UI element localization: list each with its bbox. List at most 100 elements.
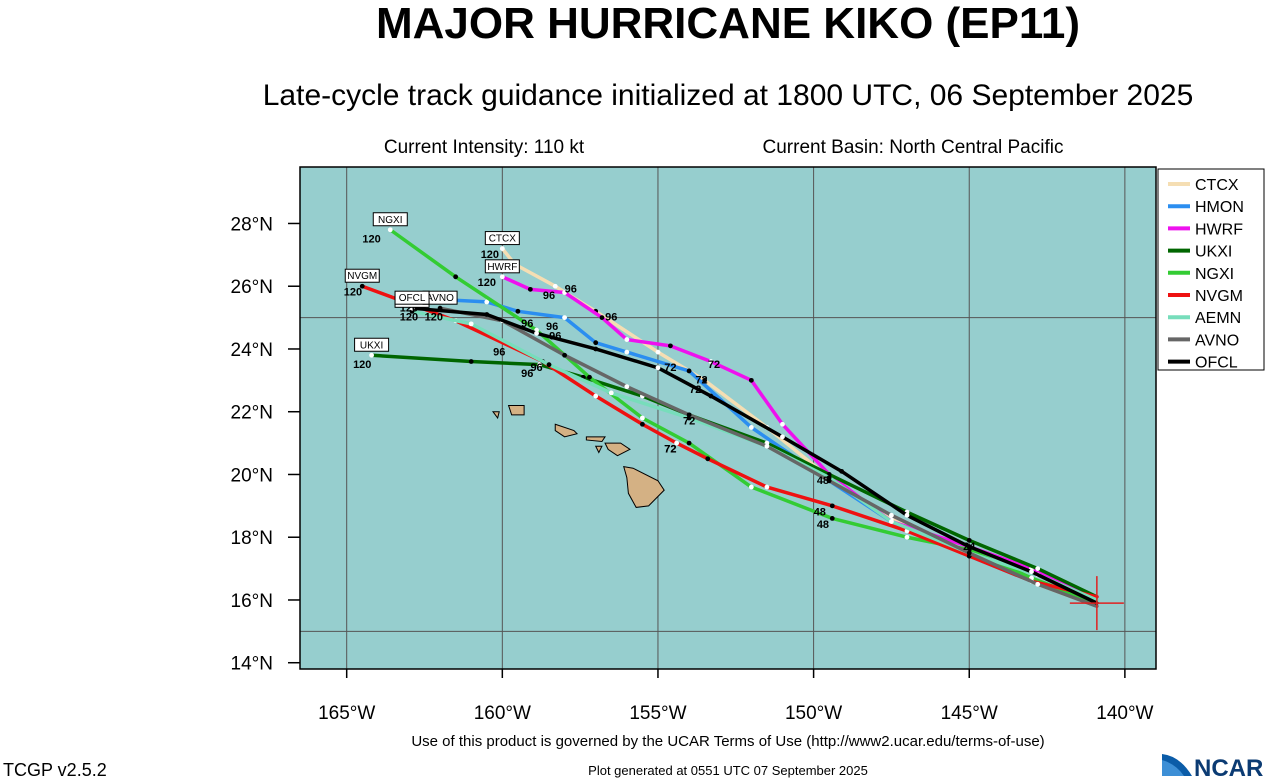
track-point bbox=[966, 550, 972, 556]
track-end-labels: CTCXHWRFUKXINGXINVGMAEMNAVNOOFCL bbox=[344, 212, 520, 352]
y-tick-label: 22°N bbox=[231, 403, 273, 424]
forecast-hour-label: 72 bbox=[695, 374, 707, 386]
ncar-logo-text: NCAR bbox=[1194, 755, 1263, 780]
track-point bbox=[453, 274, 459, 280]
end-label-hwrf: HWRF bbox=[487, 262, 517, 273]
track-point bbox=[468, 359, 474, 364]
track-point bbox=[655, 349, 661, 355]
forecast-hour-label: 24 bbox=[963, 541, 976, 553]
track-point bbox=[640, 421, 645, 427]
track-point bbox=[499, 274, 505, 280]
track-point bbox=[705, 456, 711, 462]
island bbox=[604, 442, 631, 457]
track-point bbox=[966, 544, 972, 550]
track-point bbox=[889, 519, 894, 524]
track-point bbox=[552, 283, 558, 289]
forecast-hour-label: 120 bbox=[478, 277, 496, 289]
legend-label-hmon: HMON bbox=[1195, 199, 1244, 216]
forecast-hour-label: 96 bbox=[546, 321, 558, 333]
track-point bbox=[829, 516, 835, 521]
track-point bbox=[593, 346, 599, 352]
track-point bbox=[748, 484, 754, 490]
ocean-background bbox=[300, 167, 1156, 669]
track-point bbox=[1035, 566, 1041, 571]
legend-label-ukxi: UKXI bbox=[1195, 244, 1232, 261]
forecast-hour-label: 120 bbox=[425, 312, 443, 324]
model-tracks bbox=[359, 227, 1099, 608]
legend-box bbox=[1157, 168, 1265, 371]
forecast-hour-label: 120 bbox=[362, 233, 380, 245]
track-point bbox=[668, 343, 673, 349]
forecast-hour-label: 72 bbox=[708, 359, 720, 371]
end-label-box bbox=[484, 259, 520, 274]
track-point bbox=[780, 434, 785, 440]
y-tick-label: 14°N bbox=[231, 654, 273, 675]
track-point bbox=[593, 393, 599, 399]
track-line-hwrf bbox=[500, 275, 1099, 599]
track-point bbox=[966, 537, 972, 543]
forecast-hour-label: 72 bbox=[664, 362, 676, 374]
track-point bbox=[764, 443, 770, 449]
track-point bbox=[562, 352, 567, 358]
track-point bbox=[593, 340, 599, 346]
island bbox=[491, 411, 500, 420]
forecast-hour-label: 96 bbox=[543, 290, 555, 302]
end-label-box bbox=[344, 268, 380, 283]
legend-label-avno: AVNO bbox=[1195, 332, 1239, 349]
y-tick-label: 26°N bbox=[231, 277, 273, 298]
forecast-hour-label: 120 bbox=[400, 312, 418, 324]
end-label-ofcl: OFCL bbox=[399, 293, 426, 304]
end-label-box bbox=[354, 337, 390, 352]
x-tick-label: 165°W bbox=[318, 703, 375, 724]
map-area: 120 96 72 96 72 120 96 120 96 72 120 96 72 48 120 96 72 4… bbox=[299, 166, 1157, 670]
x-axis: 165°W 160°W 155°W 150°W 145°W 140°W bbox=[318, 669, 1154, 724]
legend-label-ctcx: CTCX bbox=[1195, 177, 1239, 194]
forecast-hour-label: 96 bbox=[565, 284, 577, 296]
chart-title: MAJOR HURRICANE KIKO (EP11) bbox=[376, 0, 1080, 48]
forecast-hour-label: 96 bbox=[605, 312, 617, 324]
legend-label-ofcl: OFCL bbox=[1195, 355, 1238, 372]
forecast-hour-label: 120 bbox=[353, 359, 371, 371]
legend-label-aemn: AEMN bbox=[1195, 310, 1241, 327]
forecast-hour-label: 96 bbox=[549, 331, 561, 343]
track-line-ofcl bbox=[410, 306, 1099, 605]
y-tick-label: 20°N bbox=[231, 465, 273, 486]
y-tick-label: 24°N bbox=[231, 340, 273, 361]
track-point bbox=[515, 308, 521, 314]
x-tick-label: 155°W bbox=[629, 703, 686, 724]
ncar-logo: NCAR bbox=[1160, 752, 1263, 780]
track-point bbox=[484, 299, 490, 305]
end-label-box bbox=[372, 212, 408, 227]
end-label-ukxi: UKXI bbox=[360, 340, 383, 351]
track-point bbox=[608, 390, 614, 396]
track-point bbox=[702, 377, 708, 383]
track-point bbox=[537, 362, 543, 368]
track-point bbox=[748, 425, 754, 430]
forecast-hour-label: 72 bbox=[664, 444, 676, 456]
x-tick-label: 160°W bbox=[474, 703, 531, 724]
track-point bbox=[686, 368, 692, 374]
track-point bbox=[468, 321, 474, 327]
track-point bbox=[764, 484, 770, 490]
forecast-hour-label: 96 bbox=[521, 368, 533, 380]
x-tick-label: 150°W bbox=[785, 703, 842, 724]
current-intensity: Current Intensity: 110 kt bbox=[384, 137, 585, 158]
track-point bbox=[624, 337, 630, 342]
end-label-box bbox=[394, 290, 430, 305]
track-point bbox=[624, 349, 630, 355]
legend-label-nvgm: NVGM bbox=[1195, 288, 1243, 305]
track-point bbox=[686, 440, 692, 446]
track-point bbox=[889, 512, 894, 518]
track-point bbox=[655, 365, 661, 371]
track-point bbox=[904, 512, 910, 518]
y-tick-label: 18°N bbox=[231, 528, 273, 549]
legend-label-hwrf: HWRF bbox=[1195, 221, 1243, 238]
track-point bbox=[369, 352, 374, 358]
track-point bbox=[839, 468, 845, 474]
island bbox=[594, 445, 603, 454]
forecast-hour-label: 48 bbox=[817, 475, 829, 487]
forecast-hour-label: 48 bbox=[814, 506, 826, 518]
y-axis: 14°N 16°N 18°N 20°N 22°N 24°N 26°N 28°N bbox=[231, 214, 300, 675]
track-point bbox=[484, 312, 490, 317]
forecast-hour-label: 96 bbox=[521, 318, 533, 330]
